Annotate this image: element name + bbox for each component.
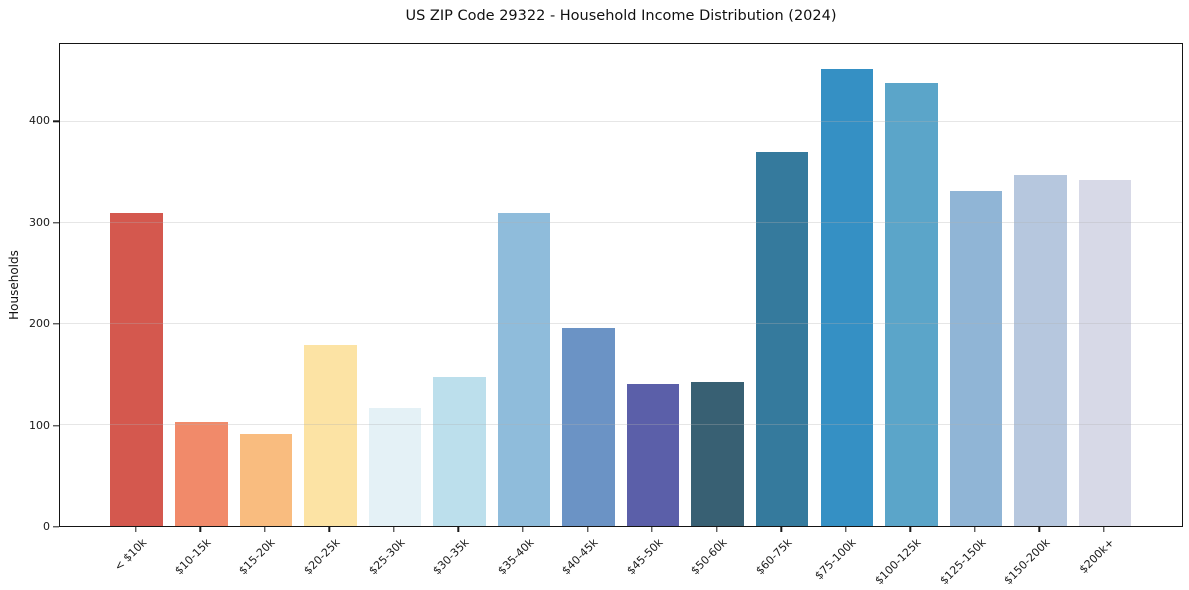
bar-< $10k bbox=[110, 212, 163, 526]
x-tick-label: $50-60k bbox=[688, 536, 730, 578]
gridline-200 bbox=[60, 322, 1182, 324]
y-tick-mark bbox=[53, 323, 59, 325]
x-tick-mark bbox=[1103, 527, 1105, 532]
chart-title: US ZIP Code 29322 - Household Income Dis… bbox=[405, 8, 837, 24]
x-tick-mark bbox=[328, 527, 331, 532]
y-axis-label: Households bbox=[7, 250, 21, 320]
x-tick-label: $75-100k bbox=[812, 536, 859, 583]
x-tick-label: $45-50k bbox=[624, 536, 666, 578]
bar-$60-75k bbox=[755, 152, 809, 526]
x-tick-label: $40-45k bbox=[559, 536, 601, 578]
x-tick-mark bbox=[264, 527, 266, 532]
bar-$150-200k bbox=[1014, 175, 1067, 526]
x-tick-label: $125-150k bbox=[936, 536, 989, 588]
bar-$45-50k bbox=[626, 383, 680, 526]
bar-$75-100k bbox=[820, 69, 873, 526]
x-tick-mark bbox=[393, 527, 395, 532]
y-tick-label: 0 bbox=[43, 520, 50, 533]
gridline-300 bbox=[60, 221, 1182, 223]
bar-$200k+ bbox=[1078, 180, 1132, 526]
y-tick-label: 300 bbox=[29, 215, 50, 229]
plot-area bbox=[59, 43, 1183, 527]
y-tick-label: 200 bbox=[29, 317, 50, 331]
bar-$10-15k bbox=[175, 421, 228, 526]
bar-$100-125k bbox=[885, 83, 938, 526]
x-tick-label: $25-30k bbox=[365, 536, 408, 578]
x-tick-mark bbox=[522, 527, 524, 532]
x-tick-mark bbox=[586, 527, 589, 532]
x-tick-label: $150-200k bbox=[1001, 536, 1053, 588]
bar-$25-30k bbox=[368, 407, 422, 526]
x-tick-label: $200k+ bbox=[1077, 536, 1118, 577]
y-tick-mark bbox=[53, 526, 59, 528]
x-tick-mark bbox=[1038, 527, 1041, 532]
y-tick-label: 100 bbox=[29, 418, 50, 432]
x-tick-label: $30-35k bbox=[430, 536, 472, 578]
x-tick-mark bbox=[974, 527, 976, 532]
x-tick-mark bbox=[715, 527, 718, 532]
x-tick-label: $60-75k bbox=[753, 536, 795, 578]
gridline-100 bbox=[60, 423, 1182, 425]
y-tick-mark bbox=[53, 221, 59, 224]
gridline-400 bbox=[60, 120, 1182, 122]
bar-$15-20k bbox=[239, 434, 293, 526]
x-tick-label: $15-20k bbox=[236, 536, 278, 578]
x-tick-label: $20-25k bbox=[301, 536, 343, 578]
x-tick-label: $10-15k bbox=[172, 536, 214, 578]
bar-$50-60k bbox=[691, 381, 744, 526]
x-tick-label: $35-40k bbox=[494, 536, 537, 578]
bar-$40-45k bbox=[562, 327, 615, 526]
y-tick-mark bbox=[53, 120, 59, 122]
x-tick-mark bbox=[909, 527, 911, 532]
bar-$125-150k bbox=[949, 190, 1003, 526]
x-tick-mark bbox=[780, 527, 782, 532]
x-tick-mark bbox=[134, 527, 137, 532]
bar-$30-35k bbox=[433, 377, 486, 526]
x-tick-label: < $10k bbox=[111, 536, 149, 574]
x-tick-label: $100-125k bbox=[872, 536, 924, 588]
x-tick-mark bbox=[457, 527, 460, 532]
bar-$35-40k bbox=[497, 212, 551, 526]
bar-$20-25k bbox=[304, 345, 357, 526]
x-tick-mark bbox=[199, 527, 201, 532]
y-tick-mark bbox=[53, 424, 59, 427]
y-tick-label: 400 bbox=[29, 114, 50, 128]
x-tick-mark bbox=[845, 527, 847, 532]
x-tick-mark bbox=[651, 527, 653, 532]
